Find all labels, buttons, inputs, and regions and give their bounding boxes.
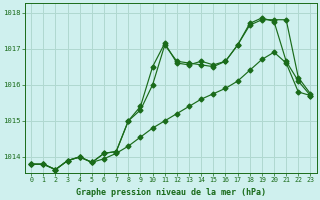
X-axis label: Graphe pression niveau de la mer (hPa): Graphe pression niveau de la mer (hPa): [76, 188, 266, 197]
